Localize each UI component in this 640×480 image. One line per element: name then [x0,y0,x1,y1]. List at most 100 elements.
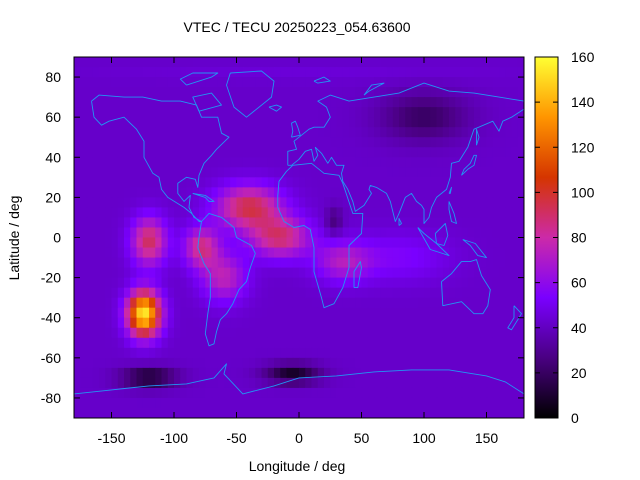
heatmap-cell [274,397,281,409]
heatmap-cell [124,407,131,418]
heatmap-cell [467,347,475,359]
heatmap-cell [442,337,450,349]
heatmap-cell [261,387,269,399]
heatmap-cell [380,67,388,78]
heatmap-cell [211,387,219,399]
heatmap-cell [217,117,225,128]
heatmap-cell [274,167,281,178]
heatmap-cell [124,87,131,98]
heatmap-cell [267,157,275,168]
heatmap-cell [155,307,163,319]
heatmap-cell [205,307,213,319]
heatmap-cell [130,217,138,229]
heatmap-cell [386,297,394,309]
heatmap-cell [192,357,200,369]
heatmap-cell [330,377,338,389]
heatmap-cell [105,147,113,158]
heatmap-cell [467,197,475,209]
heatmap-cell [205,167,213,178]
heatmap-cell [80,297,88,309]
heatmap-cell [305,397,313,409]
heatmap-cell [424,87,431,98]
heatmap-cell [511,257,519,269]
heatmap-cell [136,67,144,78]
heatmap-cell [305,127,313,138]
heatmap-cell [461,297,469,309]
heatmap-cell [374,107,381,118]
heatmap-cell [436,107,444,118]
heatmap-cell [461,257,469,269]
heatmap-cell [330,117,338,128]
heatmap-cell [305,107,313,118]
heatmap-cell [361,297,369,309]
heatmap-cell [380,257,388,269]
heatmap-cell [149,357,156,369]
heatmap-cell [511,397,519,409]
heatmap-cell [99,297,106,309]
heatmap-cell [124,147,131,158]
heatmap-cell [355,267,363,279]
heatmap-cell [405,197,413,209]
heatmap-cell [505,317,513,329]
heatmap-cell [161,407,169,418]
heatmap-cell [155,327,163,339]
heatmap-cell [292,177,300,188]
heatmap-cell [280,77,288,88]
heatmap-cell [461,157,469,168]
heatmap-cell [449,177,456,188]
heatmap-cell [286,107,294,118]
heatmap-cell [417,127,425,138]
heatmap-cell [436,177,444,188]
heatmap-cell [330,227,338,239]
heatmap-cell [124,227,131,239]
heatmap-cell [199,147,206,158]
heatmap-cell [292,357,300,369]
heatmap-cell [92,97,100,108]
heatmap-cell [286,77,294,88]
heatmap-cell [211,107,219,118]
heatmap-cell [317,377,325,389]
heatmap-cell [467,267,475,279]
heatmap-cell [199,67,206,78]
heatmap-cell [186,267,194,279]
heatmap-cell [286,287,294,299]
heatmap-cell [124,157,131,168]
heatmap-cell [211,337,219,349]
heatmap-cell [255,157,263,168]
coast-iceland [268,104,282,112]
heatmap-cell [205,67,213,78]
heatmap-cell [86,327,94,339]
heatmap-cell [411,257,419,269]
heatmap-cell [124,167,131,178]
heatmap-cell [517,227,524,239]
heatmap-cell [199,367,206,379]
heatmap-cell [474,407,481,418]
heatmap-cell [480,57,488,68]
heatmap-cell [355,237,363,249]
heatmap-cell [342,117,350,128]
heatmap-cell [367,357,375,369]
heatmap-cell [405,57,413,68]
heatmap-cell [111,127,119,138]
heatmap-cell [486,347,494,359]
heatmap-cell [486,177,494,188]
heatmap-cell [124,57,131,68]
heatmap-cell [405,297,413,309]
heatmap-cell [399,197,406,209]
heatmap-cell [349,357,356,369]
heatmap-cell [336,407,344,418]
heatmap-cell [261,227,269,239]
heatmap-cell [192,237,200,249]
heatmap-cell [436,147,444,158]
heatmap-cell [274,317,281,329]
heatmap-cell [311,137,319,148]
heatmap-cell [124,327,131,339]
heatmap-cell [224,207,231,219]
heatmap-cell [230,157,238,168]
heatmap-cell [192,257,200,269]
heatmap-cell [442,287,450,299]
heatmap-cell [174,357,181,369]
heatmap-cell [280,357,288,369]
heatmap-cell [336,267,344,279]
heatmap-cell [474,157,481,168]
